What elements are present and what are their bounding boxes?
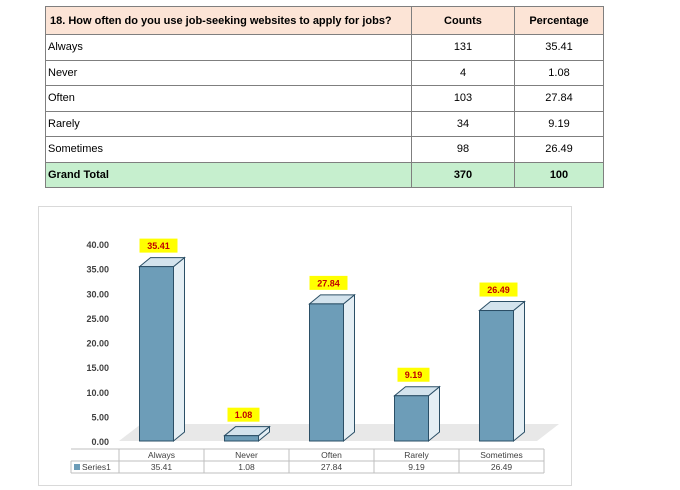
x-tick-label: Never	[235, 450, 258, 460]
table-row: Often 103 27.84	[45, 85, 604, 112]
y-tick-label: 10.00	[86, 388, 109, 398]
percentage-header: Percentage	[514, 6, 604, 35]
table-row: Never 4 1.08	[45, 59, 604, 86]
y-tick-label: 40.00	[86, 240, 109, 250]
data-table-value: 26.49	[491, 462, 513, 472]
y-tick-label: 30.00	[86, 289, 109, 299]
row-count: 98	[411, 136, 515, 163]
row-label: Rarely	[45, 110, 412, 137]
row-label: Always	[45, 34, 412, 61]
y-tick-label: 25.00	[86, 314, 109, 324]
data-table: 18. How often do you use job-seeking web…	[45, 6, 604, 188]
question-header: 18. How often do you use job-seeking web…	[45, 6, 412, 35]
row-count: 131	[411, 34, 515, 61]
bar-side	[513, 300, 525, 443]
x-tick-label: Sometimes	[480, 450, 523, 460]
data-label: 27.84	[317, 278, 340, 288]
total-label: Grand Total	[45, 161, 412, 188]
bar	[309, 303, 344, 442]
row-count: 34	[411, 110, 515, 137]
x-tick-label: Often	[321, 450, 342, 460]
bar	[139, 266, 174, 442]
table-header-row: 18. How often do you use job-seeking web…	[45, 6, 604, 35]
row-count: 4	[411, 59, 515, 86]
data-label-box	[139, 238, 178, 253]
bar-chart: 0.00 5.00 10.00 15.00 20.00 25.00 30.00 35.00 40…	[38, 206, 572, 486]
total-percentage: 100	[514, 161, 604, 188]
data-label-box	[309, 275, 348, 290]
row-percentage: 26.49	[514, 136, 604, 163]
row-percentage: 9.19	[514, 110, 604, 137]
row-count: 103	[411, 85, 515, 112]
row-label: Sometimes	[45, 136, 412, 163]
x-tick-label: Always	[148, 450, 175, 460]
table-row: Sometimes 98 26.49	[45, 136, 604, 163]
bar	[394, 395, 429, 442]
y-tick-label: 15.00	[86, 363, 109, 373]
row-percentage: 35.41	[514, 34, 604, 61]
data-table-value: 9.19	[408, 462, 425, 472]
legend-swatch	[74, 464, 80, 470]
x-tick-label: Rarely	[404, 450, 429, 460]
table-row: Always 131 35.41	[45, 34, 604, 61]
table-row: Rarely 34 9.19	[45, 110, 604, 137]
chart-canvas: 0.00 5.00 10.00 15.00 20.00 25.00 30.00 35.00 40…	[70, 238, 559, 474]
y-tick-label: 35.00	[86, 265, 109, 275]
data-label-box	[227, 407, 260, 422]
y-tick-label: 5.00	[91, 412, 109, 422]
row-label: Often	[45, 85, 412, 112]
bar-side	[343, 293, 355, 443]
data-table-value: 35.41	[151, 462, 173, 472]
y-tick-label: 20.00	[86, 339, 109, 349]
data-table-value: 27.84	[321, 462, 343, 472]
data-label: 35.41	[147, 241, 170, 251]
row-percentage: 1.08	[514, 59, 604, 86]
data-table-value: 1.08	[238, 462, 255, 472]
row-label: Never	[45, 59, 412, 86]
grand-total-row: Grand Total 370 100	[45, 161, 604, 188]
data-label-box	[397, 367, 430, 382]
data-label-box	[479, 282, 518, 297]
bar-side	[173, 256, 185, 443]
data-label: 9.19	[405, 370, 423, 380]
row-percentage: 27.84	[514, 85, 604, 112]
y-tick-label: 0.00	[91, 437, 109, 447]
bar	[224, 435, 259, 442]
data-label: 1.08	[235, 410, 253, 420]
legend-label: Series1	[82, 462, 111, 472]
bar	[479, 310, 514, 442]
data-label: 26.49	[487, 285, 510, 295]
counts-header: Counts	[411, 6, 515, 35]
total-count: 370	[411, 161, 515, 188]
